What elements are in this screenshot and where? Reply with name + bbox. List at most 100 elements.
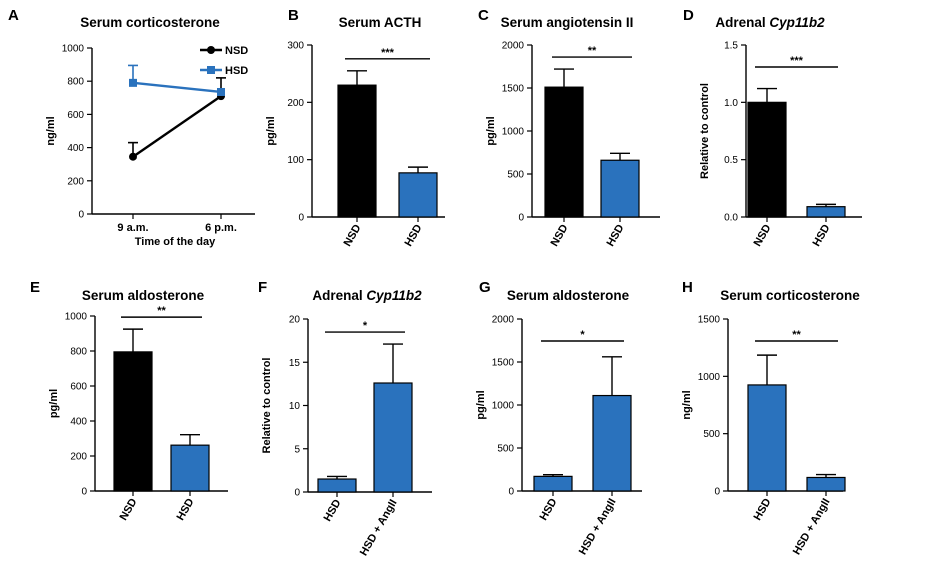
panel-g: G Serum aldosterone 0 500 1000 1500 2000 pg/ml H… <box>475 279 642 557</box>
panel-letter: E <box>30 279 40 296</box>
panel-d: D Adrenal Cyp11b2 0.0 0.5 1.0 1.5 Relative to … <box>683 7 862 249</box>
panel-title: Serum ACTH <box>339 15 422 30</box>
bar-hsd-angii <box>592 394 632 492</box>
y-tick-label: 0 <box>81 487 87 498</box>
y-tick-label: 600 <box>67 110 84 121</box>
y-tick-label: 400 <box>67 143 84 154</box>
y-tick-label: 1000 <box>492 401 515 412</box>
legend-label: HSD <box>225 65 248 77</box>
title-part: Adrenal <box>715 15 769 30</box>
significance-label: * <box>363 320 368 332</box>
panel-letter: D <box>683 7 694 24</box>
data-point <box>129 78 137 87</box>
panel-h: H Serum corticosterone 0 500 1000 1500 ng/ml HS… <box>681 279 860 557</box>
x-tick-label: NSD <box>342 222 364 248</box>
x-tick-label: HSD + AngII <box>577 497 619 557</box>
y-tick-label: 0 <box>714 487 720 498</box>
x-tick-label: 9 a.m. <box>117 222 148 234</box>
series-line-nsd <box>132 95 222 158</box>
bar-hsd-angii <box>373 382 413 493</box>
y-tick-label: 0 <box>294 488 300 499</box>
title-part: Adrenal <box>312 288 366 303</box>
y-tick-label: 1.0 <box>724 98 738 109</box>
bar-hsd <box>398 172 438 218</box>
data-point <box>217 87 225 96</box>
x-tick-label: HSD <box>811 222 833 248</box>
x-tick-label: NSD <box>549 222 571 248</box>
x-tick-label: HSD + AngII <box>358 498 400 558</box>
panel-title: Serum corticosterone <box>720 288 860 303</box>
legend-label: NSD <box>225 45 248 57</box>
x-axis-label: Time of the day <box>135 236 216 248</box>
y-tick-label: 200 <box>67 176 84 187</box>
y-axis-label: Relative to control <box>699 83 711 179</box>
bar-hsd <box>317 478 357 493</box>
y-tick-label: 1000 <box>698 372 721 383</box>
panel-letter: A <box>8 7 19 24</box>
y-tick-label: 1000 <box>65 312 88 323</box>
panel-letter: C <box>478 7 489 24</box>
y-tick-label: 0.0 <box>724 213 738 224</box>
y-tick-label: 200 <box>287 98 304 109</box>
x-tick-label: HSD <box>175 496 197 522</box>
y-axis-label: pg/ml <box>265 116 277 145</box>
x-tick-label: HSD <box>322 497 344 523</box>
y-tick-label: 1000 <box>502 127 525 138</box>
panel-e: E Serum aldosterone 0 200 400 600 800 1000 pg/ml… <box>30 279 228 523</box>
bar-nsd <box>544 86 584 218</box>
y-tick-label: 300 <box>287 41 304 52</box>
significance-label: * <box>580 329 585 341</box>
y-tick-label: 0 <box>78 210 84 221</box>
legend-marker <box>207 46 215 54</box>
panel-a: A Serum corticosterone 0 200 400 600 800 1000 ng… <box>8 7 255 248</box>
y-tick-label: 2000 <box>502 41 525 52</box>
x-tick-label: HSD <box>752 496 774 522</box>
y-tick-label: 800 <box>67 77 84 88</box>
y-axis-label: ng/ml <box>681 390 693 419</box>
y-tick-label: 100 <box>287 155 304 166</box>
x-tick-label: HSD <box>403 222 425 248</box>
y-tick-label: 10 <box>289 401 301 412</box>
legend-marker <box>207 66 215 74</box>
panel-letter: B <box>288 7 299 24</box>
x-tick-label: HSD + AngII <box>791 497 833 557</box>
series-line-hsd <box>132 81 222 94</box>
data-point <box>129 152 137 161</box>
y-tick-label: 0 <box>518 213 524 224</box>
y-tick-label: 1500 <box>502 84 525 95</box>
bar-nsd <box>337 84 377 218</box>
y-tick-label: 500 <box>703 429 720 440</box>
significance-label: ** <box>588 45 597 57</box>
y-tick-label: 20 <box>289 315 301 326</box>
y-tick-label: 2000 <box>492 315 515 326</box>
y-tick-label: 0 <box>508 487 514 498</box>
panel-title: Serum angiotensin II <box>501 15 634 30</box>
panel-title: Adrenal Cyp11b2 <box>312 288 422 303</box>
y-tick-label: 1000 <box>62 44 85 55</box>
bar-hsd <box>747 384 787 492</box>
y-axis-label: pg/ml <box>475 390 487 419</box>
title-part-italic: Cyp11b2 <box>366 288 422 303</box>
panel-b: B Serum ACTH 0 100 200 300 pg/ml NSD HSD *** <box>265 7 445 249</box>
y-tick-label: 200 <box>70 452 87 463</box>
x-tick-label: HSD <box>605 222 627 248</box>
bar-hsd-angii <box>806 476 846 492</box>
significance-label: ** <box>157 305 166 317</box>
y-tick-label: 15 <box>289 358 301 369</box>
y-tick-label: 500 <box>507 170 524 181</box>
x-tick-label: NSD <box>752 222 774 248</box>
panel-title: Serum aldosterone <box>507 288 630 303</box>
panel-letter: G <box>479 279 491 296</box>
y-tick-label: 400 <box>70 417 87 428</box>
significance-label: *** <box>381 47 395 59</box>
y-tick-label: 1.5 <box>724 41 738 52</box>
bar-hsd <box>170 444 210 492</box>
x-tick-label: NSD <box>118 496 140 522</box>
bar-nsd <box>113 351 153 492</box>
y-axis-label: pg/ml <box>48 389 60 418</box>
y-tick-label: 0 <box>298 213 304 224</box>
bar-hsd <box>600 159 640 218</box>
panel-title: Adrenal Cyp11b2 <box>715 15 825 30</box>
panel-letter: F <box>258 279 267 296</box>
